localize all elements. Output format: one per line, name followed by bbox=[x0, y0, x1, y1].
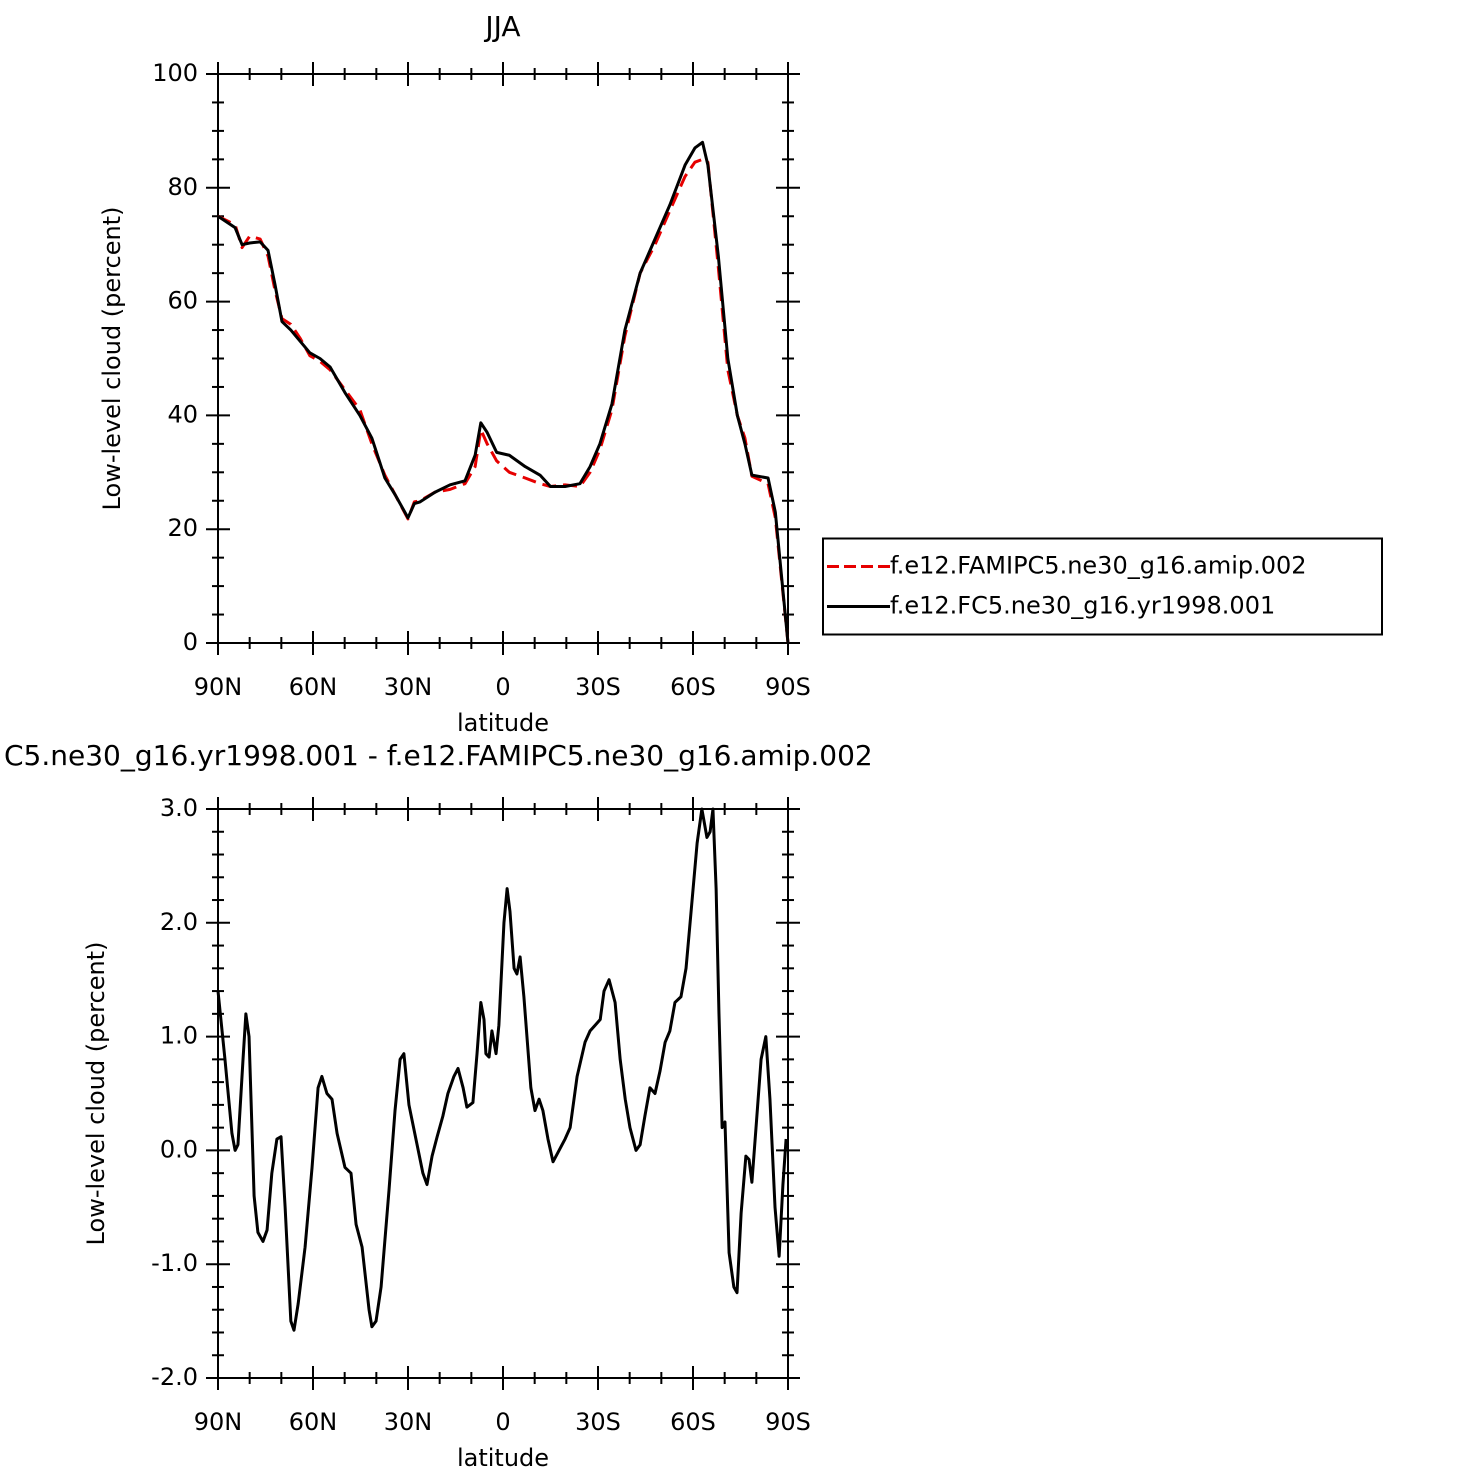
legend: f.e12.FAMIPC5.ne30_g16.amip.002 f.e12.FC5… bbox=[822, 537, 1383, 636]
x-tick-label: 30N bbox=[384, 1408, 433, 1436]
data-line bbox=[216, 807, 788, 1332]
y-tick-label: 60 bbox=[167, 287, 198, 315]
y-tick-label: 0.0 bbox=[160, 1135, 198, 1163]
chart-title: C5.ne30_g16.yr1998.001 - f.e12.FAMIPC5.n… bbox=[4, 739, 873, 772]
x-tick-label: 30S bbox=[575, 1408, 621, 1436]
y-axis-label: Low-level cloud (percent) bbox=[98, 207, 126, 511]
y-tick-label: 3.0 bbox=[160, 794, 198, 822]
y-tick-label: 100 bbox=[152, 59, 198, 87]
legend-label: f.e12.FAMIPC5.ne30_g16.amip.002 bbox=[890, 552, 1307, 580]
x-tick-label: 60N bbox=[289, 1408, 338, 1436]
y-tick-label: 80 bbox=[167, 173, 198, 201]
x-axis-label: latitude bbox=[457, 709, 549, 737]
y-tick-label: 1.0 bbox=[160, 1022, 198, 1050]
chart-title: JJA bbox=[483, 10, 520, 43]
data-line bbox=[217, 140, 790, 644]
x-tick-label: 60N bbox=[289, 673, 338, 701]
y-tick-label: 40 bbox=[167, 400, 198, 428]
y-axis-label: Low-level cloud (percent) bbox=[82, 942, 110, 1246]
legend-label: f.e12.FC5.ne30_g16.yr1998.001 bbox=[890, 592, 1275, 620]
y-tick-label: 2.0 bbox=[160, 908, 198, 936]
x-tick-label: 30S bbox=[575, 673, 621, 701]
x-tick-label: 0 bbox=[495, 673, 510, 701]
x-tick-label: 60S bbox=[670, 1408, 716, 1436]
plot-frame bbox=[217, 73, 789, 644]
y-tick-label: -1.0 bbox=[151, 1249, 198, 1277]
x-tick-label: 30N bbox=[384, 673, 433, 701]
y-tick-label: 20 bbox=[167, 514, 198, 542]
x-tick-label: 90N bbox=[194, 673, 243, 701]
y-tick-label: 0 bbox=[183, 628, 198, 656]
plot-frame bbox=[217, 808, 789, 1379]
x-tick-label: 90S bbox=[765, 1408, 811, 1436]
x-tick-label: 90N bbox=[194, 1408, 243, 1436]
x-tick-label: 90S bbox=[765, 673, 811, 701]
legend-box bbox=[822, 537, 1383, 636]
x-axis-label: latitude bbox=[457, 1444, 549, 1472]
x-tick-label: 60S bbox=[670, 673, 716, 701]
y-tick-label: -2.0 bbox=[151, 1363, 198, 1391]
x-tick-label: 0 bbox=[495, 1408, 510, 1436]
data-line bbox=[217, 157, 790, 644]
